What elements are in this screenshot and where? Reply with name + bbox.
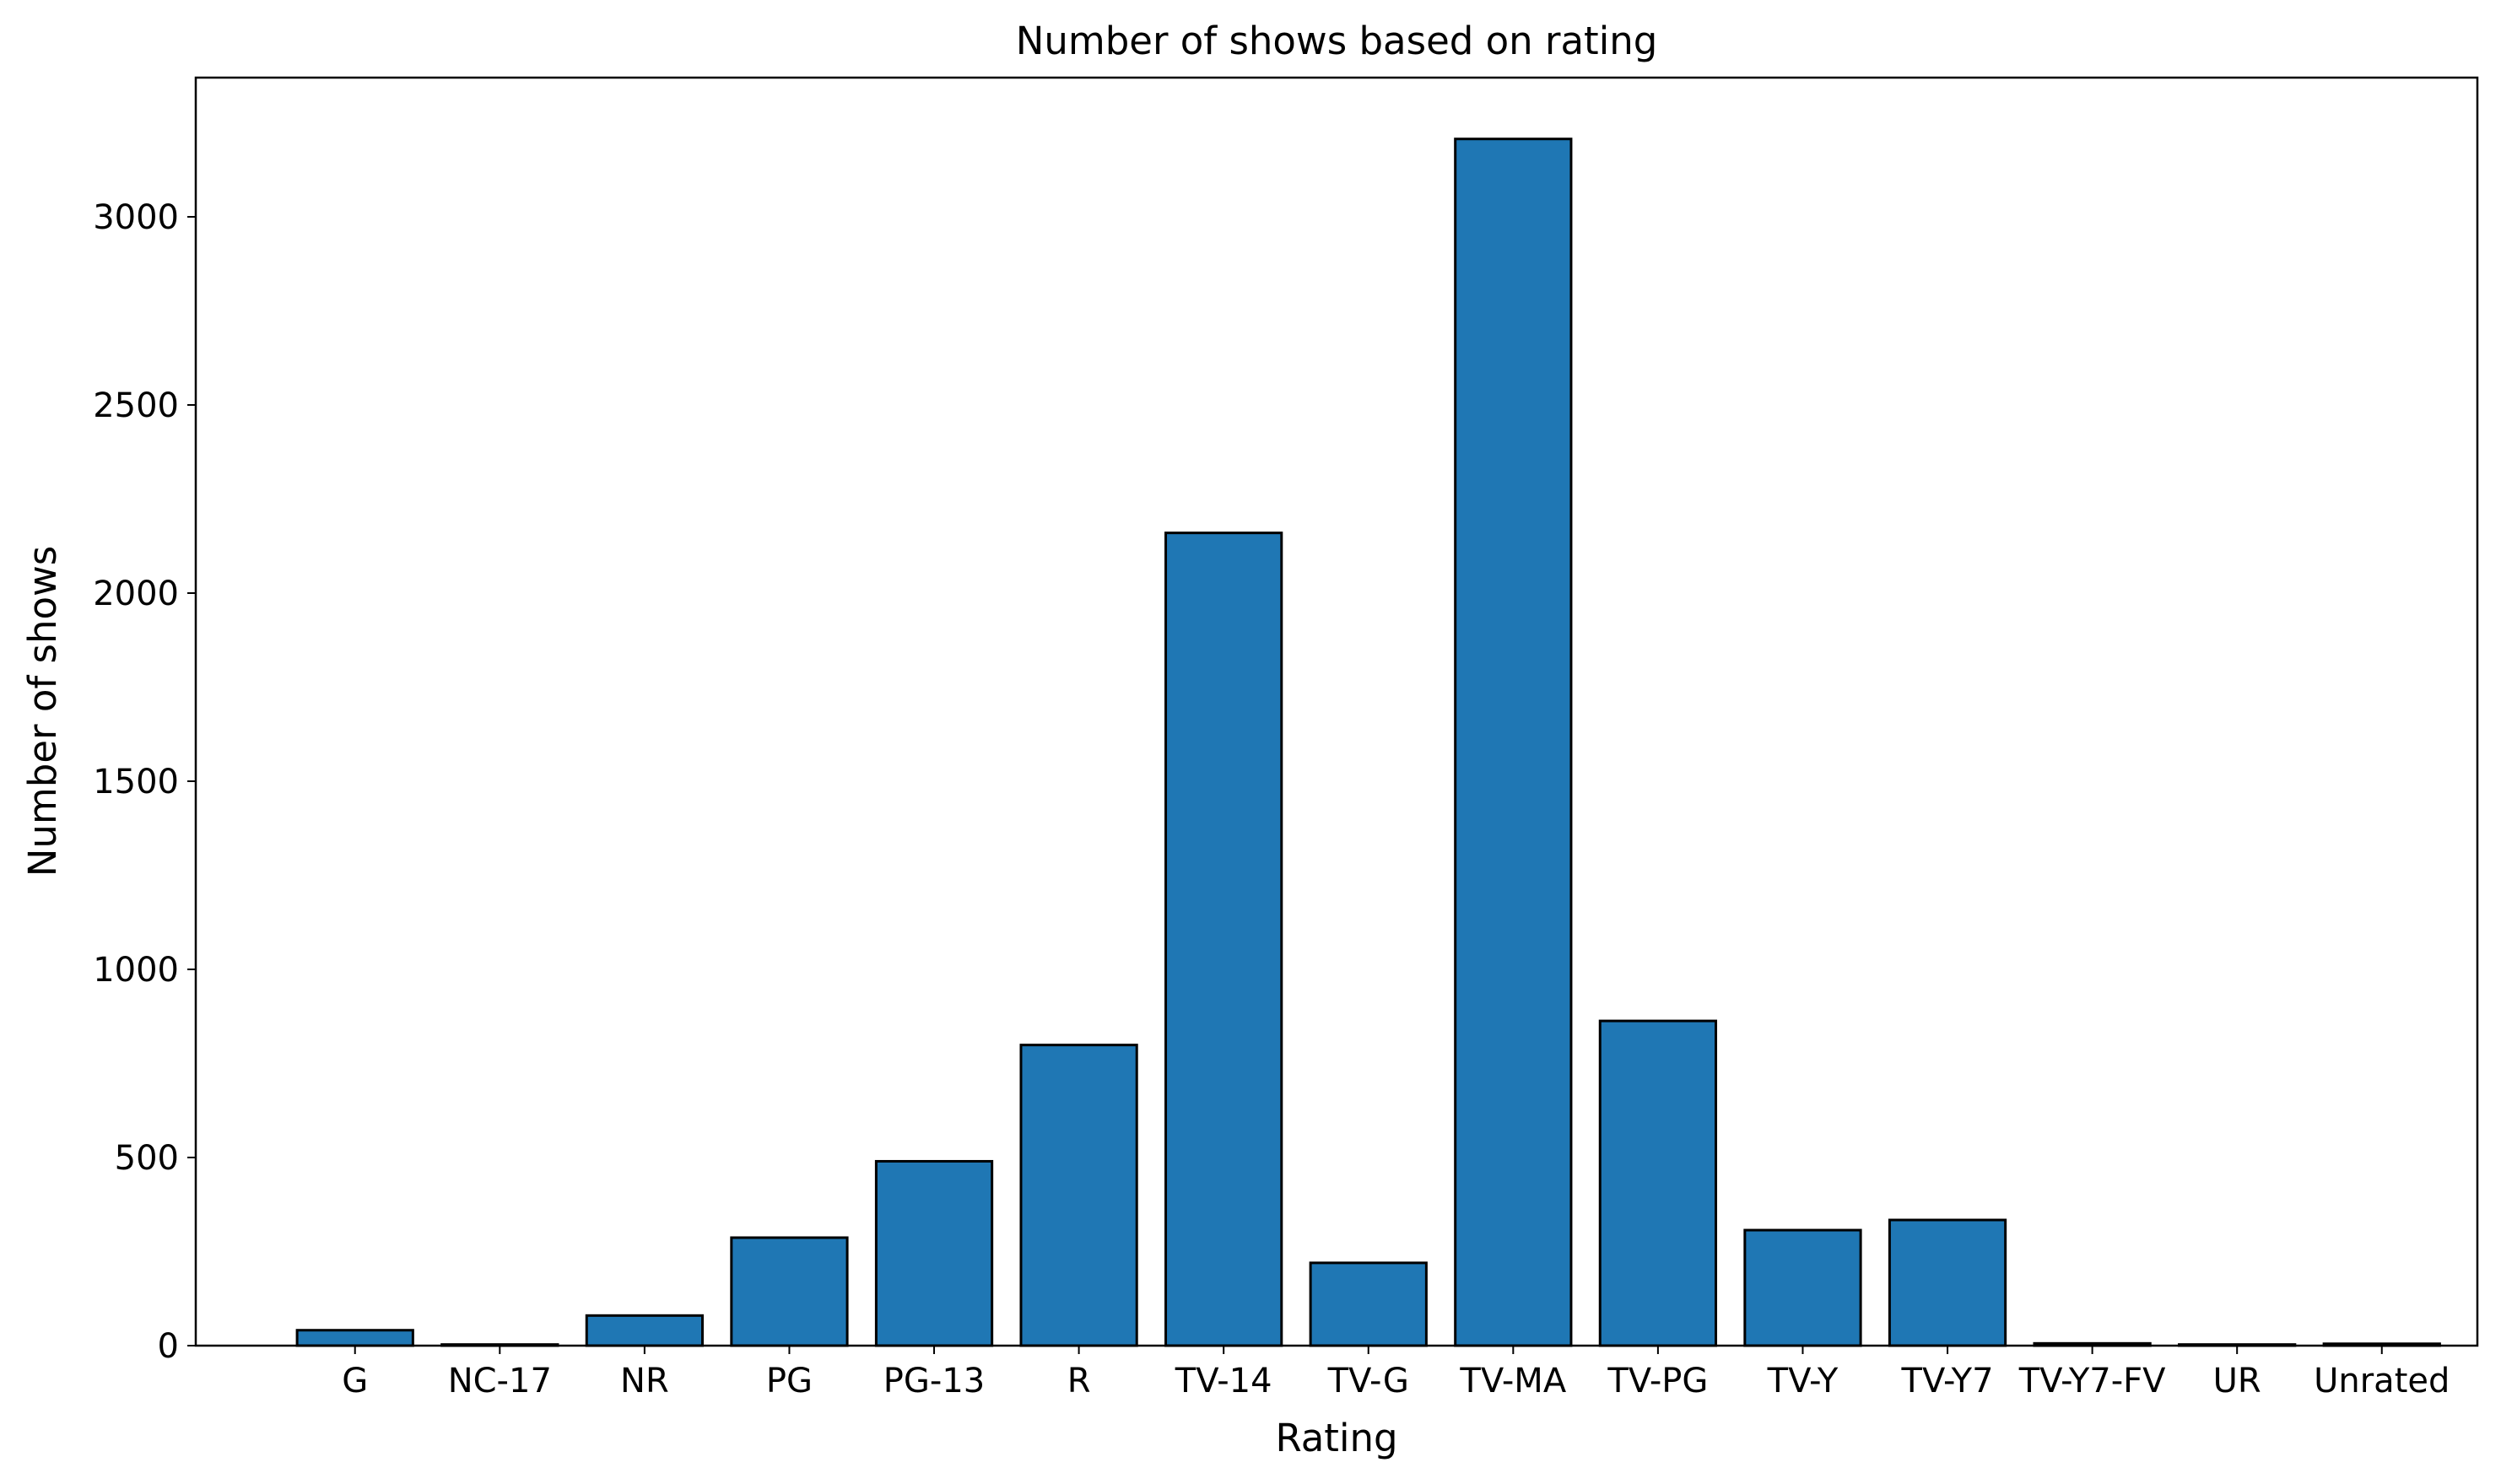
bar-tv-g bbox=[1309, 1261, 1428, 1347]
bar-tv-pg bbox=[1598, 1019, 1718, 1347]
y-tick-label: 500 bbox=[115, 1139, 179, 1178]
y-tick-label: 2000 bbox=[93, 575, 179, 613]
x-tick-label: UR bbox=[2213, 1362, 2261, 1400]
x-tick-label: TV-PG bbox=[1607, 1362, 1708, 1400]
x-tick-label: PG-13 bbox=[883, 1362, 985, 1400]
y-tick-label: 3000 bbox=[93, 198, 179, 237]
x-tick-label: R bbox=[1067, 1362, 1091, 1400]
x-tick-label: NC-17 bbox=[448, 1362, 552, 1400]
bar-nr bbox=[585, 1314, 705, 1347]
bar-tv-14 bbox=[1164, 532, 1283, 1347]
x-tick-label: PG bbox=[766, 1362, 813, 1400]
y-tick-label: 1000 bbox=[93, 951, 179, 990]
chart-title: Number of shows based on rating bbox=[1016, 19, 1658, 63]
x-tick-label: TV-G bbox=[1327, 1362, 1409, 1400]
bar-r bbox=[1019, 1044, 1138, 1347]
bar-pg bbox=[730, 1236, 849, 1347]
x-tick-label: TV-Y7 bbox=[1901, 1362, 1994, 1400]
x-ticks-group: G NC-17 NR PG PG-13 R TV-14 TV-G TV-MA TV-PG TV-Y T… bbox=[342, 1346, 2450, 1400]
bar-g bbox=[295, 1329, 414, 1347]
y-tick-label: 1500 bbox=[93, 763, 179, 801]
x-tick-label: TV-MA bbox=[1459, 1362, 1566, 1400]
x-tick-label: Unrated bbox=[2314, 1362, 2450, 1400]
x-tick-label: TV-Y bbox=[1767, 1362, 1839, 1400]
bar-pg-13 bbox=[874, 1159, 994, 1347]
y-ticks-group: 0 500 1000 1500 2000 2500 3000 bbox=[93, 198, 196, 1366]
x-axis-label: Rating bbox=[1275, 1416, 1397, 1460]
y-tick-label: 0 bbox=[158, 1327, 179, 1366]
y-axis-label: Number of shows bbox=[20, 546, 65, 877]
x-tick-label: TV-Y7-FV bbox=[2018, 1362, 2166, 1400]
bar-tv-y7 bbox=[1888, 1218, 2007, 1347]
plot-frame bbox=[194, 76, 2479, 1347]
bar-tv-ma bbox=[1454, 138, 1573, 1347]
y-tick-label: 2500 bbox=[93, 386, 179, 425]
bar-tv-y bbox=[1743, 1228, 1862, 1347]
x-tick-label: TV-14 bbox=[1175, 1362, 1272, 1400]
x-tick-label: NR bbox=[620, 1362, 669, 1400]
x-tick-label: G bbox=[342, 1362, 368, 1400]
